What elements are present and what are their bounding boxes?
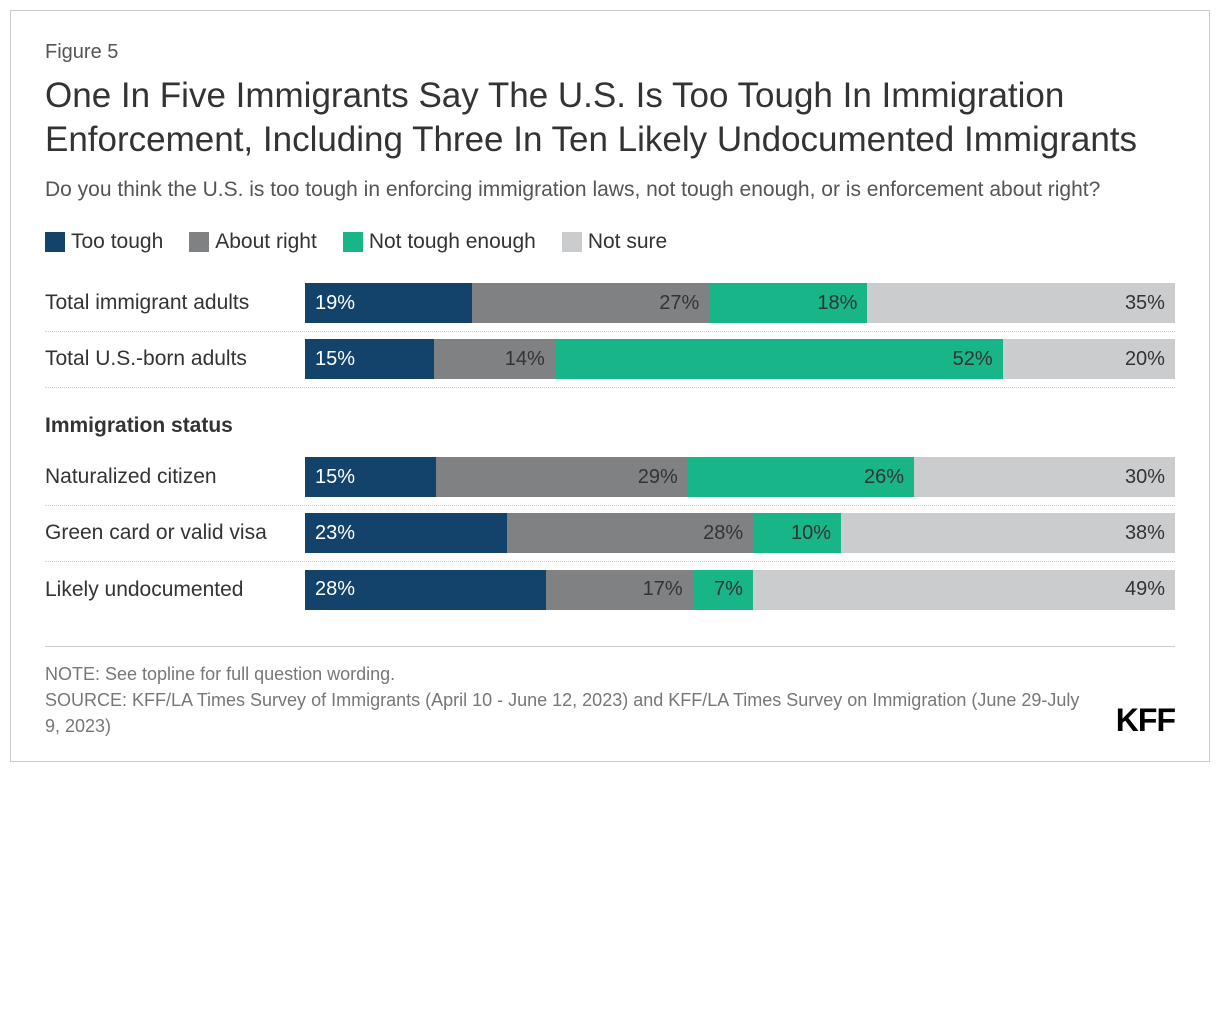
figure-question: Do you think the U.S. is too tough in en… <box>45 176 1175 204</box>
stacked-bar-chart: Total immigrant adults19%27%18%35%Total … <box>45 276 1175 618</box>
chart-row: Naturalized citizen15%29%26%30% <box>45 450 1175 506</box>
bar-track: 15%14%52%20% <box>305 339 1175 379</box>
legend-item: About right <box>189 230 317 254</box>
bar-segment: 10% <box>753 513 841 553</box>
bar-segment: 28% <box>305 570 546 610</box>
footer-note: NOTE: See topline for full question word… <box>45 661 1096 687</box>
legend-swatch <box>189 232 209 252</box>
bar-segment: 7% <box>693 570 753 610</box>
chart-row: Green card or valid visa23%28%10%38% <box>45 506 1175 562</box>
legend: Too tough About right Not tough enough Not … <box>45 230 1175 254</box>
figure-title: One In Five Immigrants Say The U.S. Is T… <box>45 74 1175 162</box>
bar-segment: 18% <box>709 283 867 323</box>
legend-swatch <box>343 232 363 252</box>
kff-logo: KFF <box>1116 702 1175 739</box>
bar-segment: 23% <box>305 513 507 553</box>
legend-swatch <box>45 232 65 252</box>
bar-track: 15%29%26%30% <box>305 457 1175 497</box>
footer-source: SOURCE: KFF/LA Times Survey of Immigrant… <box>45 687 1096 739</box>
bar-segment: 17% <box>546 570 692 610</box>
row-label: Total immigrant adults <box>45 291 305 315</box>
chart-row: Likely undocumented28%17%7%49% <box>45 562 1175 618</box>
chart-row: Total U.S.-born adults15%14%52%20% <box>45 332 1175 388</box>
bar-segment: 29% <box>436 457 688 497</box>
bar-segment: 19% <box>305 283 472 323</box>
figure-container: Figure 5 One In Five Immigrants Say The … <box>10 10 1210 762</box>
bar-segment: 35% <box>867 283 1175 323</box>
row-label: Likely undocumented <box>45 578 305 602</box>
bar-track: 28%17%7%49% <box>305 570 1175 610</box>
row-label: Total U.S.-born adults <box>45 347 305 371</box>
legend-label: Not tough enough <box>369 230 536 254</box>
legend-item: Too tough <box>45 230 163 254</box>
legend-item: Not tough enough <box>343 230 536 254</box>
bar-track: 19%27%18%35% <box>305 283 1175 323</box>
row-label: Green card or valid visa <box>45 521 305 545</box>
legend-label: Too tough <box>71 230 163 254</box>
bar-track: 23%28%10%38% <box>305 513 1175 553</box>
legend-label: About right <box>215 230 317 254</box>
bar-segment: 26% <box>688 457 914 497</box>
legend-label: Not sure <box>588 230 667 254</box>
bar-segment: 38% <box>841 513 1175 553</box>
bar-segment: 49% <box>753 570 1175 610</box>
legend-item: Not sure <box>562 230 667 254</box>
bar-segment: 30% <box>914 457 1175 497</box>
figure-footer: NOTE: See topline for full question word… <box>45 646 1175 739</box>
bar-segment: 52% <box>555 339 1003 379</box>
bar-segment: 20% <box>1003 339 1175 379</box>
row-label: Naturalized citizen <box>45 465 305 489</box>
bar-segment: 14% <box>434 339 555 379</box>
legend-swatch <box>562 232 582 252</box>
chart-row: Total immigrant adults19%27%18%35% <box>45 276 1175 332</box>
bar-segment: 28% <box>507 513 753 553</box>
bar-segment: 15% <box>305 457 436 497</box>
bar-segment: 15% <box>305 339 434 379</box>
figure-number: Figure 5 <box>45 41 1175 64</box>
group-header: Immigration status <box>45 414 1175 438</box>
footer-text: NOTE: See topline for full question word… <box>45 661 1096 739</box>
bar-segment: 27% <box>472 283 709 323</box>
